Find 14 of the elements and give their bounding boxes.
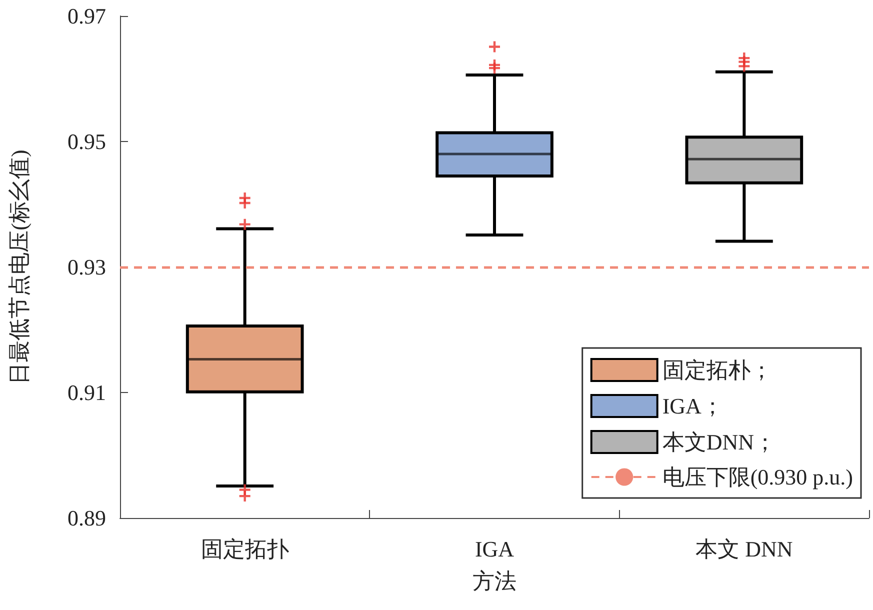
legend-label: 电压下限(0.930 p.u.) [662, 464, 854, 490]
x-axis-title: 方法 [472, 568, 516, 594]
legend-label: 固定拓朴； [662, 358, 772, 382]
x-tick-label: IGA [474, 536, 514, 562]
y-tick-label: 0.89 [68, 506, 106, 530]
y-tick-label: 0.91 [68, 380, 106, 405]
x-tick-label: 本文 DNN [696, 536, 793, 562]
y-tick-label: 0.93 [68, 254, 106, 280]
y-tick-label: 0.97 [68, 4, 106, 28]
legend-label: 本文DNN； [662, 430, 776, 454]
legend-label: IGA； [662, 394, 724, 418]
x-tick-label: 固定拓扑 [200, 536, 289, 562]
y-axis-title: 日最低节点电压(标幺值) [6, 150, 32, 384]
y-tick-label: 0.95 [68, 129, 106, 154]
